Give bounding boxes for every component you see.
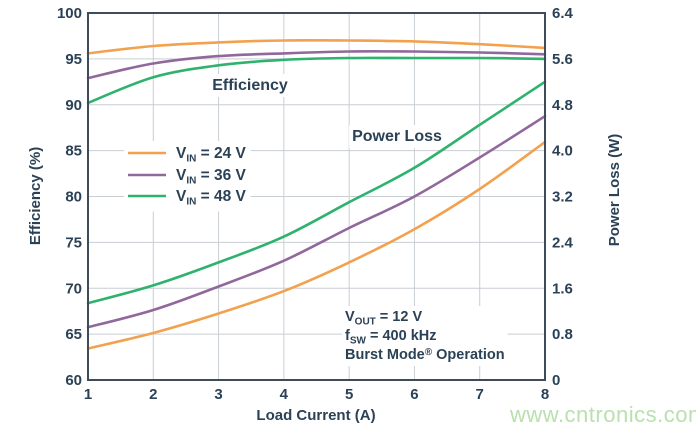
y-left-tick-80: 80 (65, 189, 82, 206)
efficiency-curves-label: Efficiency (212, 77, 288, 94)
x-tick-1: 1 (84, 386, 92, 403)
x-tick-4: 4 (280, 386, 289, 403)
y-left-axis-title: Efficiency (%) (27, 147, 44, 245)
power-loss-curve-vin-24-v (86, 140, 547, 350)
power-loss-curves-label: Power Loss (352, 128, 442, 145)
annotation-line-1: VOUT = 12 V (345, 309, 422, 328)
y-right-tick-6.4: 6.4 (552, 5, 574, 22)
annotation-line-2: fSW = 400 kHz (345, 328, 437, 347)
y-left-tick-70: 70 (65, 280, 82, 297)
x-axis-title: Load Current (A) (256, 407, 375, 424)
label-mask (342, 306, 508, 366)
y-right-tick-4.0: 4.0 (552, 143, 573, 160)
watermark-text: www.cntronics.com (510, 402, 696, 427)
y-left-tick-85: 85 (65, 143, 82, 160)
y-right-tick-0: 0 (552, 372, 560, 389)
x-tick-8: 8 (541, 386, 549, 403)
y-left-tick-75: 75 (65, 234, 82, 251)
y-left-tick-95: 95 (65, 51, 82, 68)
efficiency-label-group: Efficiency (209, 74, 291, 97)
efficiency-curve-vin-24-v (86, 39, 547, 55)
legend-label-vin-48-v: VIN = 48 V (176, 188, 247, 208)
power-loss-label-group: Power Loss (349, 125, 445, 148)
efficiency-curve-vin-48-v (86, 56, 547, 105)
y-right-tick-2.4: 2.4 (552, 234, 574, 251)
label-mask (349, 125, 445, 148)
y-left-tick-60: 60 (65, 372, 82, 389)
x-tick-5: 5 (345, 386, 353, 403)
x-tick-7: 7 (476, 386, 484, 403)
plot-frame (87, 12, 546, 381)
y-right-axis-title: Power Loss (W) (606, 134, 623, 247)
efficiency-curve-vin-36-v (86, 50, 547, 80)
legend-label-vin-24-v: VIN = 24 V (176, 145, 247, 165)
power-loss-curve-vin-48-v (86, 80, 547, 305)
y-left-tick-100: 100 (57, 5, 82, 22)
curves (86, 39, 547, 350)
y-right-tick-3.2: 3.2 (552, 189, 573, 206)
y-right-tick-5.6: 5.6 (552, 51, 573, 68)
x-tick-6: 6 (410, 386, 418, 403)
y-right-tick-4.8: 4.8 (552, 97, 573, 114)
annotation-line-3: Burst Mode® Operation (345, 347, 505, 363)
x-tick-3: 3 (214, 386, 222, 403)
power-loss-curve-vin-36-v (86, 114, 547, 329)
x-tick-2: 2 (149, 386, 157, 403)
label-mask (209, 74, 291, 97)
legend-label-vin-36-v: VIN = 36 V (176, 167, 247, 187)
axis-tick-labels: 606570758085909510000.81.62.43.24.04.85.… (57, 5, 574, 403)
y-right-tick-1.6: 1.6 (552, 280, 573, 297)
y-left-tick-65: 65 (65, 326, 82, 343)
y-left-tick-90: 90 (65, 97, 82, 114)
y-right-tick-0.8: 0.8 (552, 326, 573, 343)
